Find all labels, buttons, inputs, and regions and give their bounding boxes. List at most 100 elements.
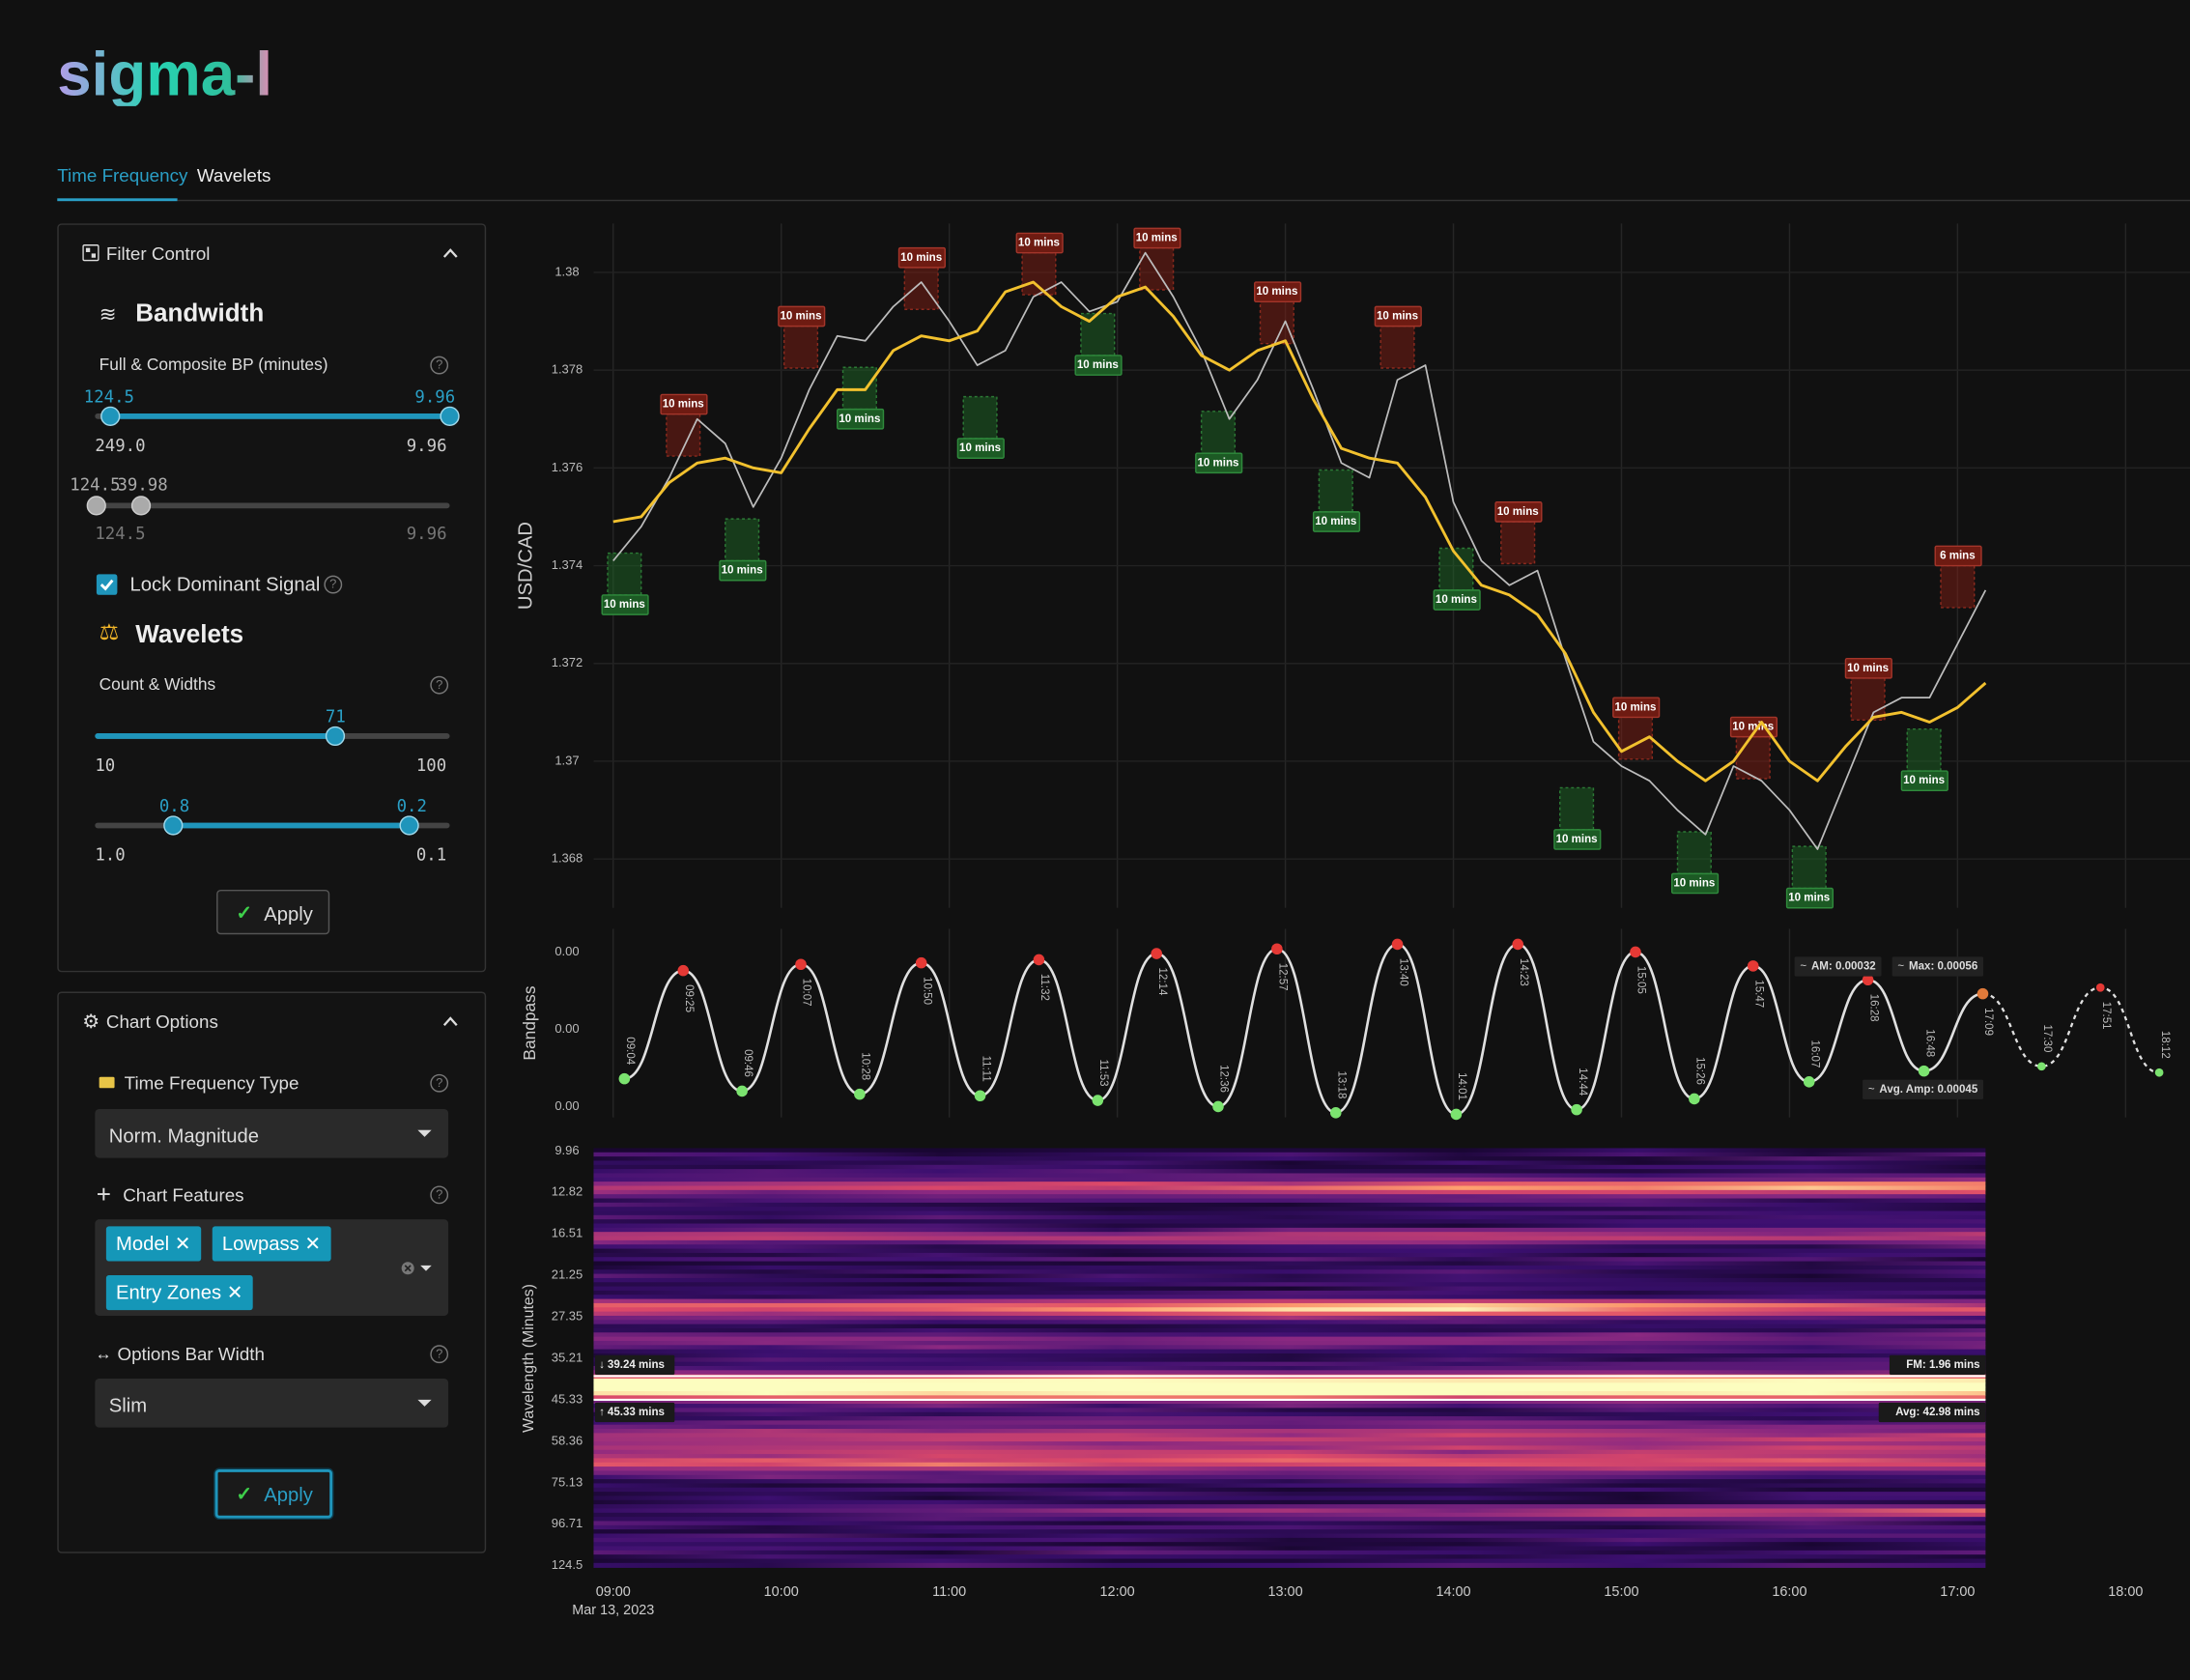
heat-row bbox=[593, 1411, 1986, 1417]
heat-row bbox=[593, 1391, 1986, 1397]
zone-label-box bbox=[719, 559, 767, 582]
x-tick-label: 11:00 bbox=[932, 1584, 966, 1600]
slider-handle[interactable] bbox=[86, 496, 106, 516]
turning-time: 15:05 bbox=[1635, 966, 1647, 994]
zone-label-box bbox=[1433, 589, 1481, 611]
stat-max-icon: ~ bbox=[1897, 961, 1904, 973]
slider-handle[interactable] bbox=[100, 406, 121, 426]
peak-dot bbox=[1512, 938, 1523, 951]
help[interactable]: ? bbox=[430, 1073, 449, 1093]
band-label-box bbox=[594, 1354, 675, 1375]
heat-row bbox=[593, 1232, 1986, 1238]
zone-label-box bbox=[778, 305, 826, 327]
slider-min: 10 bbox=[95, 755, 116, 776]
entry-zone: 10 mins bbox=[1553, 786, 1602, 850]
x-date-label: Mar 13, 2023 bbox=[572, 1603, 654, 1618]
trough-dot bbox=[974, 1090, 986, 1102]
select[interactable]: Norm. Magnitude bbox=[95, 1108, 449, 1158]
help[interactable]: ? bbox=[324, 575, 343, 594]
apply-button[interactable]: ✓ Apply bbox=[214, 1468, 333, 1519]
checkbox[interactable] bbox=[96, 574, 118, 595]
stat-avg: Avg. Amp: 0.00045 bbox=[1879, 1084, 1977, 1096]
slider-handle[interactable] bbox=[163, 815, 184, 836]
tab[interactable]: Wavelets bbox=[196, 164, 271, 186]
zone-label-box bbox=[1374, 305, 1422, 327]
trough-dot bbox=[1918, 1065, 1930, 1077]
heat-row bbox=[593, 1399, 1986, 1405]
heat-row bbox=[593, 1537, 1986, 1543]
entry-zone: 10 mins bbox=[601, 552, 649, 615]
zone-label-box bbox=[1494, 501, 1543, 523]
heat-row bbox=[593, 1508, 1986, 1514]
select[interactable]: Slim bbox=[95, 1379, 449, 1428]
slider-value: 0.2 bbox=[396, 796, 427, 816]
stat-am-box bbox=[1794, 956, 1882, 977]
slider-handle[interactable] bbox=[130, 496, 152, 516]
collapse[interactable] bbox=[442, 1015, 458, 1027]
zone-area bbox=[962, 395, 998, 440]
turning-time: 14:44 bbox=[1577, 1068, 1588, 1096]
stat-am: AM: 0.00032 bbox=[1811, 961, 1876, 973]
button-label: Apply bbox=[264, 1483, 313, 1506]
stat-max: Max: 0.00056 bbox=[1909, 961, 1977, 973]
slider-handle[interactable] bbox=[399, 815, 419, 836]
y-axis-label: USD/CAD bbox=[515, 522, 536, 610]
slider-handle[interactable] bbox=[325, 726, 346, 747]
help[interactable]: ? bbox=[430, 1345, 449, 1364]
entry-zone: 10 mins bbox=[897, 246, 946, 310]
zone-label: 10 mins bbox=[1436, 594, 1477, 606]
heat-row bbox=[593, 1315, 1986, 1322]
heat-row bbox=[593, 1207, 1986, 1212]
apply-button[interactable]: ✓ Apply bbox=[216, 889, 330, 935]
trough-dot bbox=[1212, 1100, 1224, 1113]
heat-row bbox=[593, 1202, 1986, 1208]
zone-label: 10 mins bbox=[839, 413, 880, 425]
tag[interactable]: Lowpass ✕ bbox=[212, 1226, 331, 1262]
y-tick-label: 0.00 bbox=[555, 1098, 579, 1113]
tab-active[interactable]: Time Frequency bbox=[57, 164, 188, 186]
slider-max: 0.1 bbox=[415, 844, 447, 865]
x-tick-label: 13:00 bbox=[1267, 1584, 1302, 1600]
help[interactable]: ? bbox=[430, 675, 449, 695]
turning-time: 09:25 bbox=[683, 984, 695, 1012]
heat-row bbox=[593, 1379, 1986, 1384]
heat-row bbox=[593, 1382, 1986, 1388]
stat-avg-icon: ~ bbox=[1868, 1084, 1875, 1096]
heat-row bbox=[593, 1437, 1986, 1442]
zone-label-box bbox=[1729, 716, 1778, 738]
logo[interactable]: sigma-l bbox=[57, 40, 272, 109]
turning-time: 11:53 bbox=[1097, 1060, 1109, 1087]
y-tick-label: 1.374 bbox=[552, 557, 583, 572]
heat-row bbox=[593, 1512, 1986, 1518]
zone-label-box bbox=[1553, 829, 1602, 850]
y-tick-label: 21.25 bbox=[552, 1267, 583, 1282]
zone-label: 10 mins bbox=[1256, 286, 1297, 298]
collapse[interactable] bbox=[442, 247, 458, 259]
heat-row bbox=[593, 1562, 1986, 1568]
help[interactable]: ? bbox=[430, 1185, 449, 1205]
heat-row bbox=[593, 1345, 1986, 1351]
entry-zone: 10 mins bbox=[1900, 727, 1948, 792]
x-tick-label: 10:00 bbox=[764, 1584, 799, 1600]
heat-row bbox=[593, 1454, 1986, 1460]
clear-caret[interactable] bbox=[401, 1262, 435, 1275]
x-tick-label: 14:00 bbox=[1436, 1584, 1470, 1600]
peak-dot bbox=[795, 958, 807, 971]
heat-row bbox=[593, 1261, 1986, 1267]
tag[interactable]: Model ✕ bbox=[105, 1226, 201, 1262]
heat-row bbox=[593, 1370, 1986, 1376]
heat-row bbox=[593, 1169, 1986, 1175]
y-tick-label: 1.372 bbox=[552, 655, 583, 669]
turning-time: 13:18 bbox=[1335, 1070, 1347, 1098]
help[interactable]: ? bbox=[430, 356, 449, 375]
tag[interactable]: Entry Zones ✕ bbox=[105, 1275, 253, 1311]
slider-handle[interactable] bbox=[440, 406, 460, 426]
heat-row bbox=[593, 1194, 1986, 1200]
checkbox-label[interactable]: Lock Dominant Signal bbox=[129, 572, 321, 595]
tag-label: Entry Zones bbox=[116, 1280, 222, 1303]
y-tick-label: 1.38 bbox=[555, 264, 579, 278]
heat-row bbox=[593, 1277, 1986, 1283]
zone-label-box bbox=[1934, 545, 1982, 567]
zone-area bbox=[1379, 325, 1415, 369]
label: Chart Features bbox=[123, 1184, 244, 1206]
